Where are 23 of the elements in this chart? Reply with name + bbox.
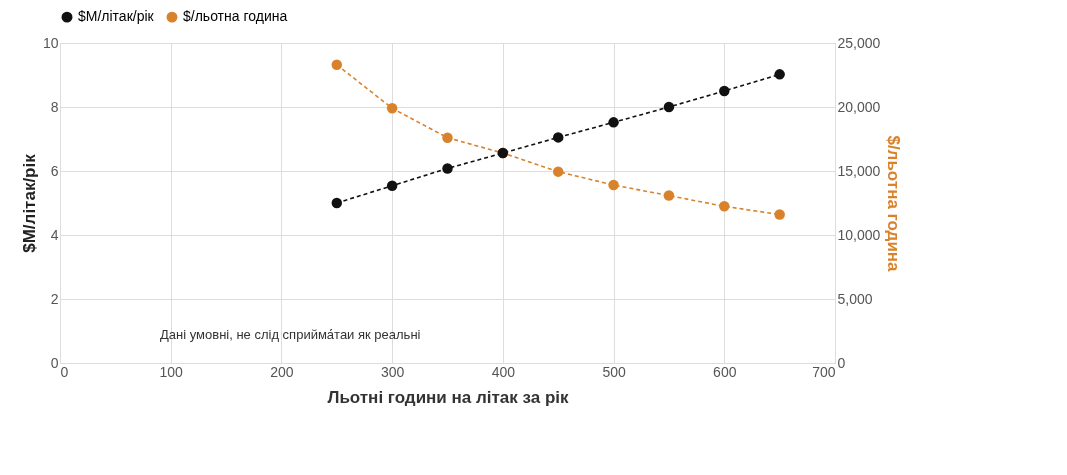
y2-tick-label: 5,000 [837,290,873,307]
y-tick-label: 6 [50,162,59,179]
y2-axis-title: $/льотна година [884,135,904,273]
y2-tick-label: 10,000 [837,226,881,243]
y2-tick-label: 20,000 [837,98,881,115]
x-tick-label: 100 [159,363,184,380]
y2-tick-label: 15,000 [837,162,881,179]
legend-label: $M/літак/рік [78,8,155,25]
y-tick-label: 10 [42,34,59,51]
y-tick-label: 2 [50,290,59,307]
x-tick-label: 600 [713,363,737,380]
legend-label: $/льотна година [183,8,288,25]
x-tick-label: 300 [380,363,405,380]
x-tick-label: 200 [270,363,294,380]
x-tick-label: 700 [812,363,836,380]
x-tick-label: 500 [602,363,626,380]
y-axis-title: $M/літак/рік [19,153,39,253]
y-tick-label: 4 [50,226,59,243]
annotation: Дані умовні, не слід сприйма́таи як реальні [160,327,421,342]
x-tick-label: 400 [491,363,516,380]
y-tick-label: 8 [50,98,59,115]
y2-tick-label: 25,000 [837,34,881,51]
x-axis-title: Льотні години на літак за рік [327,387,570,407]
